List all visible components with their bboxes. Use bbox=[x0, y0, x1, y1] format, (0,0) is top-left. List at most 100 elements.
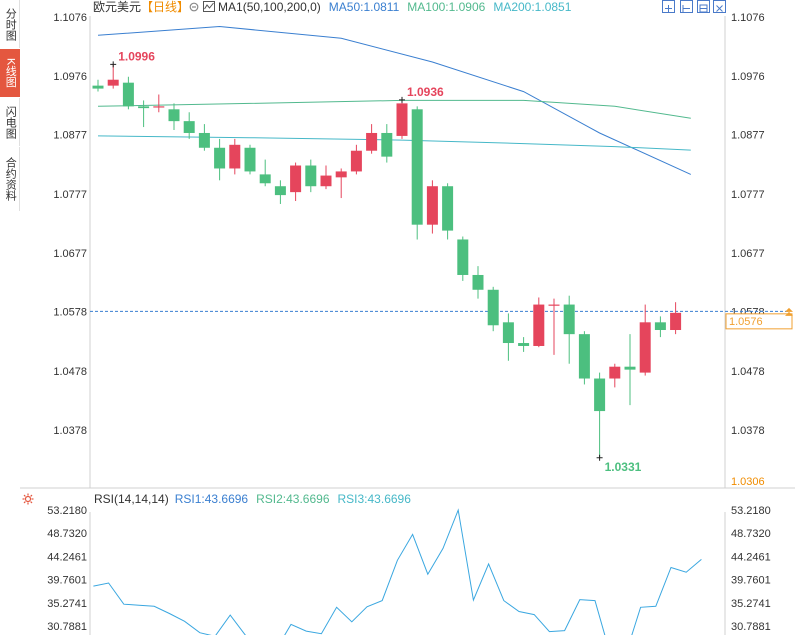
period-toggle-icon[interactable] bbox=[189, 1, 199, 12]
ma200-line bbox=[97, 135, 691, 151]
candle-body bbox=[609, 366, 621, 379]
y-tick-left: 1.0777 bbox=[53, 189, 87, 201]
candle-body bbox=[639, 322, 651, 373]
candle-body bbox=[533, 304, 545, 346]
candle-body bbox=[518, 343, 530, 346]
y-tick-left: 1.1076 bbox=[53, 12, 87, 24]
rsi-y-tick-right: 39.7601 bbox=[731, 575, 771, 587]
candle-body bbox=[107, 79, 119, 86]
candle-body bbox=[335, 171, 347, 178]
candle-body bbox=[381, 132, 393, 157]
y-tick-left: 1.0478 bbox=[53, 366, 87, 378]
candle-body bbox=[548, 304, 560, 306]
candle-body bbox=[426, 186, 438, 225]
candle-body bbox=[290, 165, 302, 193]
current-price-arrow-icon bbox=[785, 307, 793, 316]
y-tick-left: 1.0578 bbox=[53, 307, 87, 319]
candle-body bbox=[122, 82, 134, 107]
rsi-y-tick-left: 44.2461 bbox=[47, 551, 87, 563]
candle-body bbox=[168, 109, 180, 122]
candle-body bbox=[411, 109, 423, 225]
candle-body bbox=[229, 144, 241, 169]
y-tick-left: 1.0877 bbox=[53, 130, 87, 142]
rsi2-value: RSI2:43.6696 bbox=[256, 492, 330, 506]
rsi-line bbox=[93, 508, 702, 635]
candle-body bbox=[442, 186, 454, 231]
annotation-marker bbox=[399, 96, 405, 103]
rsi3-value: RSI3:43.6696 bbox=[337, 492, 411, 506]
ma100-value: MA100:1.0906 bbox=[407, 0, 486, 14]
tab-contract-info[interactable]: 合约资料 bbox=[0, 147, 20, 211]
candle-body bbox=[563, 304, 575, 335]
symbol-name: 欧元美元 bbox=[93, 0, 142, 14]
rsi-title: RSI(14,14,14) bbox=[94, 492, 169, 506]
candle-body bbox=[457, 239, 469, 275]
candle-body bbox=[305, 165, 317, 187]
rsi-y-tick-left: 39.7601 bbox=[47, 575, 87, 587]
tab-flash-chart[interactable]: 闪电图 bbox=[0, 98, 20, 146]
candle-body bbox=[138, 106, 150, 109]
rsi-y-tick-right: 35.2741 bbox=[731, 598, 771, 610]
rsi-y-tick-right: 44.2461 bbox=[731, 551, 771, 563]
candle-body bbox=[198, 132, 210, 148]
chart-header: 欧元美元【日线】 MA1(50,100,200,0) MA50:1.0811 MA1… bbox=[93, 0, 571, 14]
candle-body bbox=[350, 150, 362, 172]
y-tick-left: 1.0378 bbox=[53, 425, 87, 437]
candle-body bbox=[396, 103, 408, 136]
ma-label: MA1(50,100,200,0) bbox=[218, 0, 321, 14]
y-tick-right: 1.1076 bbox=[731, 12, 765, 24]
sidebar: 分时图 K线图 闪电图 合约资料 bbox=[0, 0, 20, 211]
panel-icon[interactable] bbox=[697, 0, 710, 13]
candle-body bbox=[274, 186, 286, 196]
candle-body bbox=[624, 366, 636, 370]
tab-candlestick-chart[interactable]: K线图 bbox=[0, 49, 20, 97]
candle-body bbox=[366, 132, 378, 151]
rsi-y-tick-left: 53.2180 bbox=[47, 505, 87, 517]
rsi1-value: RSI1:43.6696 bbox=[174, 492, 249, 506]
candle-body bbox=[214, 147, 226, 169]
candle-body bbox=[183, 121, 195, 133]
candle-body bbox=[654, 322, 666, 331]
rsi-settings-icon[interactable] bbox=[22, 493, 34, 505]
indicator-settings-icon[interactable] bbox=[203, 1, 216, 12]
current-price-box bbox=[725, 313, 793, 330]
candle-body bbox=[502, 322, 514, 344]
candle-body bbox=[472, 274, 484, 290]
candle-body bbox=[259, 174, 271, 184]
rsi-y-tick-right: 53.2180 bbox=[731, 505, 771, 517]
candle-body bbox=[670, 312, 682, 331]
annotation-label: 1.0331 bbox=[605, 460, 642, 474]
period-selector[interactable]: 【日线】 bbox=[141, 0, 190, 14]
ma50-line bbox=[97, 25, 692, 175]
y-tick-right: 1.0976 bbox=[731, 71, 765, 83]
rsi-y-tick-left: 30.7881 bbox=[47, 621, 87, 633]
candle-body bbox=[244, 147, 256, 172]
y-tick-right: 1.0478 bbox=[731, 366, 765, 378]
rsi-y-tick-left: 48.7320 bbox=[47, 528, 87, 540]
candle-body bbox=[320, 175, 332, 187]
close-icon[interactable] bbox=[713, 0, 726, 13]
right-axis-bottom-label: 1.0306 bbox=[731, 476, 765, 488]
tab-time-chart[interactable]: 分时图 bbox=[0, 0, 20, 48]
y-tick-right: 1.0378 bbox=[731, 425, 765, 437]
ma100-line bbox=[97, 99, 691, 119]
candle-body bbox=[594, 378, 606, 412]
rsi-header: RSI(14,14,14) RSI1:43.6696 RSI2:43.6696 RSI… bbox=[22, 492, 411, 506]
y-tick-left: 1.0976 bbox=[53, 71, 87, 83]
ma50-value: MA50:1.0811 bbox=[328, 0, 400, 14]
rsi-y-tick-right: 48.7320 bbox=[731, 528, 771, 540]
zoom-out-icon[interactable] bbox=[680, 0, 693, 13]
rsi-y-tick-right: 30.7881 bbox=[731, 621, 771, 633]
ma200-value: MA200:1.0851 bbox=[493, 0, 572, 14]
candle-body bbox=[92, 85, 104, 89]
current-price-label: 1.0576 bbox=[729, 316, 763, 328]
annotation-label: 1.0936 bbox=[407, 85, 444, 99]
zoom-in-icon[interactable] bbox=[662, 0, 675, 13]
candle-body bbox=[153, 106, 165, 108]
rsi-y-tick-left: 35.2741 bbox=[47, 598, 87, 610]
y-tick-right: 1.0677 bbox=[731, 248, 765, 260]
annotation-marker bbox=[596, 454, 603, 461]
y-tick-right: 1.0777 bbox=[731, 189, 765, 201]
annotation-marker bbox=[110, 61, 117, 68]
